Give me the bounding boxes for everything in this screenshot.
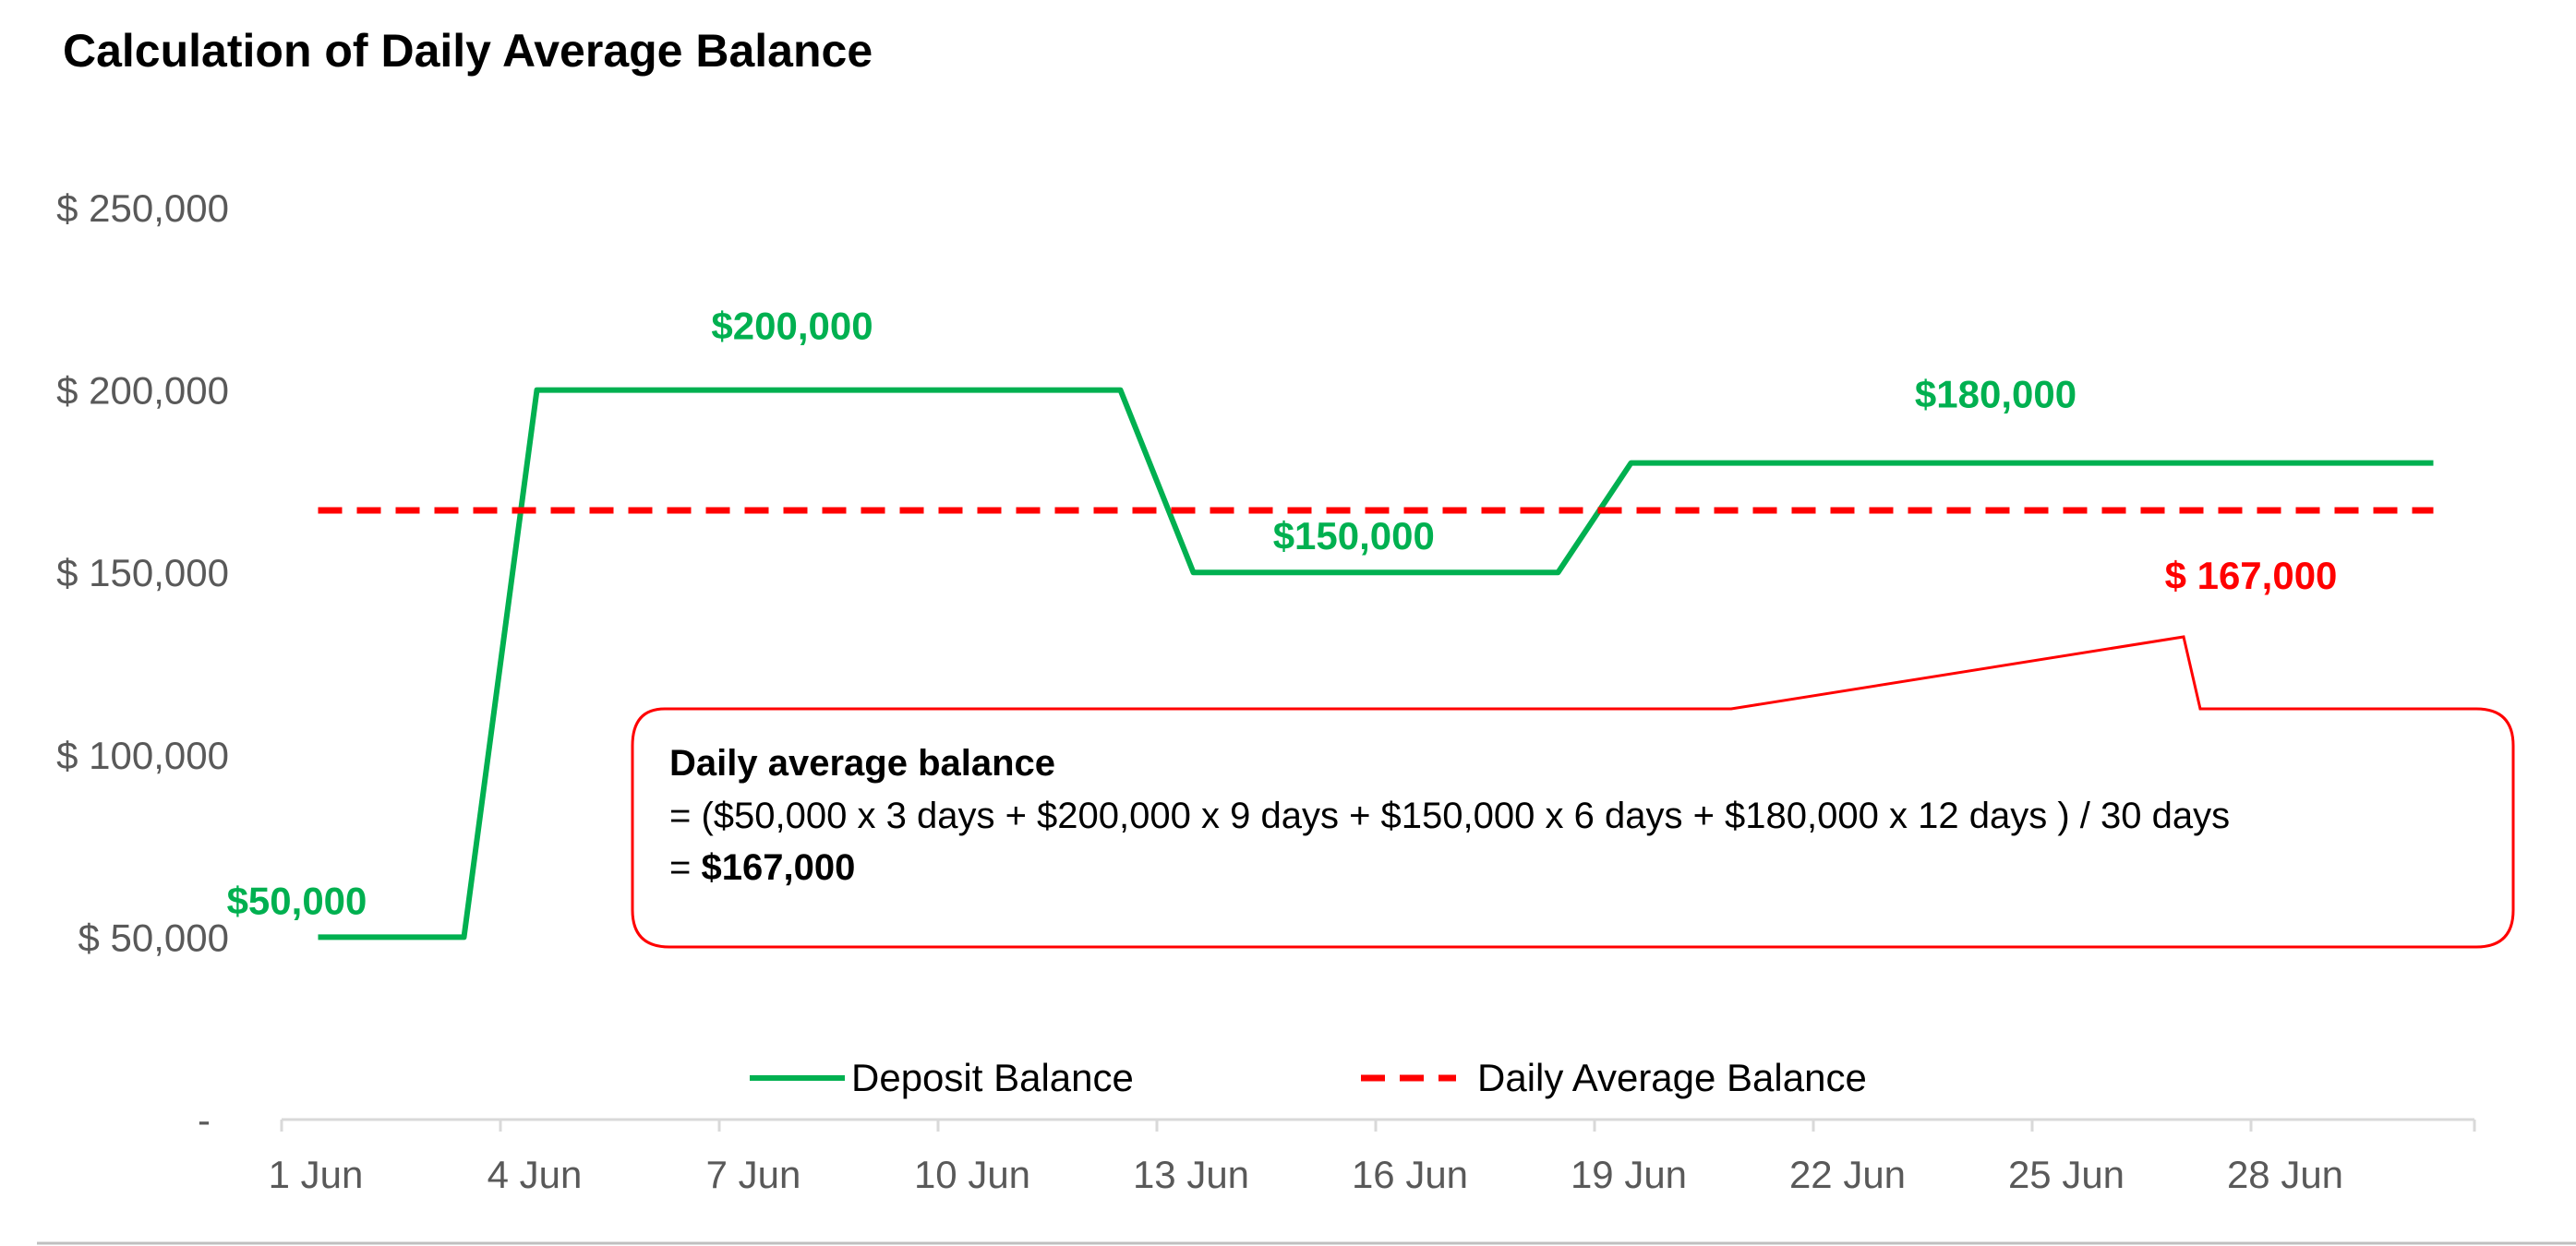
x-tick-label-13-jun: 13 Jun: [1133, 1153, 1249, 1196]
x-tick-label-10-jun: 10 Jun: [914, 1153, 1030, 1196]
data-label-200-000: $200,000: [711, 305, 873, 348]
data-label-50-000: $50,000: [227, 879, 367, 922]
x-tick-label-19-jun: 19 Jun: [1571, 1153, 1687, 1196]
data-label-167-000: $ 167,000: [2165, 554, 2338, 597]
y-tick-label-1: $ 50,000: [78, 916, 230, 959]
x-tick-label-28-jun: 28 Jun: [2227, 1153, 2343, 1196]
x-tick-label-22-jun: 22 Jun: [1789, 1153, 1906, 1196]
annotation-result: = $167,000: [669, 847, 855, 888]
data-label-150-000: $150,000: [1273, 514, 1435, 557]
x-axis: 1 Jun 4 Jun 7 Jun 10 Jun 13 Jun 16 Jun 19 Jun 2…: [269, 1118, 2476, 1196]
y-tick-label-3: $ 150,000: [56, 551, 229, 594]
x-tick-label-16-jun: 16 Jun: [1352, 1153, 1468, 1196]
legend-label-deposit-balance: Deposit Balance: [851, 1056, 1134, 1099]
y-tick-label-5: $ 250,000: [56, 186, 229, 230]
annotation-callout: Daily average balance = ($50,000 x 3 day…: [631, 635, 2515, 949]
annotation-result-value: $167,000: [701, 847, 855, 888]
legend: Deposit Balance Daily Average Balance: [750, 1056, 1867, 1099]
x-tick-label-4-jun: 4 Jun: [488, 1153, 583, 1196]
chart-title: Calculation of Daily Average Balance: [63, 25, 873, 77]
annotation-result-prefix: =: [669, 847, 701, 888]
y-tick-label-0: -: [198, 1098, 211, 1142]
data-labels: $50,000 $200,000 $150,000 $180,000 $ 167,000: [227, 305, 2338, 923]
y-tick-label-2: $ 100,000: [56, 734, 229, 777]
legend-label-daily-average-balance: Daily Average Balance: [1477, 1056, 1867, 1099]
annotation-heading: Daily average balance: [669, 743, 1055, 784]
series-line-deposit-balance: [318, 387, 2434, 940]
callout-shape: [631, 635, 2515, 949]
series-group: [318, 387, 2434, 940]
x-tick-label-7-jun: 7 Jun: [706, 1153, 801, 1196]
x-tick-label-1-jun: 1 Jun: [269, 1153, 364, 1196]
annotation-formula: = ($50,000 x 3 days + $200,000 x 9 days …: [669, 796, 2230, 836]
x-tick-label-25-jun: 25 Jun: [2008, 1153, 2125, 1196]
y-axis: - $ 50,000 $ 100,000 $ 150,000 $ 200,000 $ 25…: [56, 186, 229, 1142]
y-tick-label-4: $ 200,000: [56, 369, 229, 413]
data-label-180-000: $180,000: [1915, 373, 2076, 416]
